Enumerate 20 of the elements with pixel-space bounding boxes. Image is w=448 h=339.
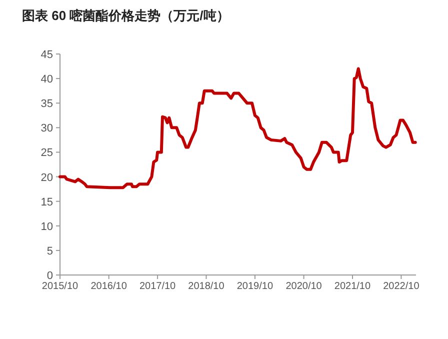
x-tick-label: 2022/10 — [383, 281, 420, 292]
x-tick-label: 2016/10 — [90, 281, 128, 292]
y-tick-label: 30 — [40, 122, 53, 135]
y-tick-label: 35 — [40, 98, 53, 110]
y-tick-label: 0 — [46, 270, 53, 282]
y-tick-label: 10 — [40, 220, 53, 233]
y-tick-label: 25 — [40, 147, 53, 160]
x-tick-label: 2018/10 — [188, 281, 225, 292]
y-tick-label: 40 — [40, 74, 53, 86]
y-tick-label: 15 — [40, 196, 53, 208]
x-tick-label: 2019/10 — [236, 281, 274, 292]
y-tick-label: 45 — [40, 49, 53, 61]
x-tick-label: 2020/10 — [286, 281, 322, 292]
x-tick-label: 2015/10 — [42, 281, 79, 292]
y-tick-label: 5 — [46, 245, 53, 258]
chart-title: 图表 60 嘧菌酯价格走势（万元/吨） — [22, 8, 230, 23]
y-tick-label: 20 — [40, 172, 53, 184]
x-tick-label: 2021/10 — [334, 281, 371, 292]
line-series — [58, 67, 417, 190]
x-tick-label: 2017/10 — [139, 281, 176, 292]
